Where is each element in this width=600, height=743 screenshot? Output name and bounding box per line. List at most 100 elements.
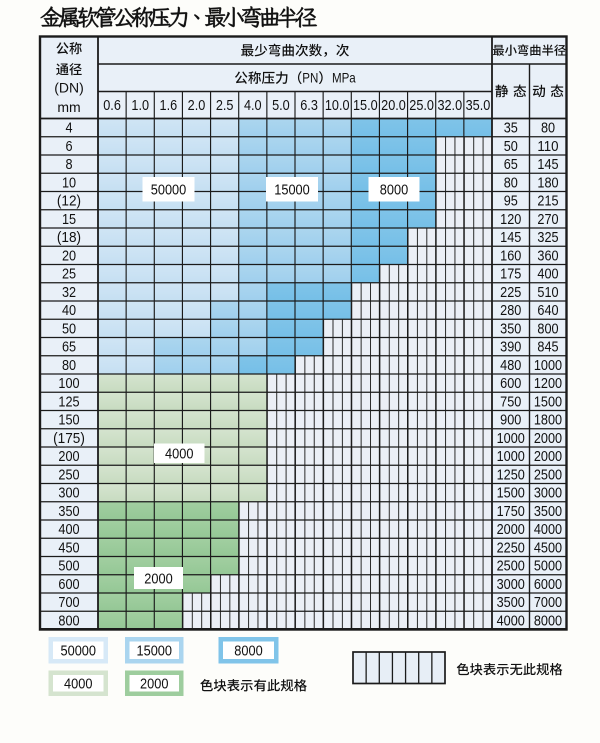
- svg-text:800: 800: [58, 613, 79, 629]
- svg-text:5.0: 5.0: [272, 98, 290, 114]
- svg-text:2000: 2000: [144, 570, 172, 587]
- svg-text:400: 400: [537, 267, 558, 283]
- svg-text:4000: 4000: [64, 676, 92, 693]
- svg-text:8000: 8000: [534, 613, 562, 629]
- svg-text:450: 450: [58, 540, 79, 556]
- svg-text:10.0: 10.0: [325, 98, 350, 114]
- svg-text:80: 80: [62, 358, 76, 374]
- svg-text:3500: 3500: [534, 504, 562, 520]
- svg-text:160: 160: [500, 248, 521, 264]
- svg-text:50000: 50000: [61, 643, 97, 660]
- svg-text:2500: 2500: [497, 559, 525, 575]
- svg-text:640: 640: [537, 303, 558, 319]
- svg-text:25: 25: [62, 267, 76, 283]
- svg-text:1000: 1000: [534, 358, 562, 374]
- svg-text:50: 50: [504, 139, 518, 155]
- svg-text:390: 390: [500, 340, 521, 356]
- svg-text:225: 225: [500, 285, 521, 301]
- svg-text:3500: 3500: [497, 595, 525, 611]
- svg-text:(DN): (DN): [54, 80, 84, 96]
- svg-text:145: 145: [500, 230, 521, 246]
- svg-text:845: 845: [537, 340, 558, 356]
- svg-text:65: 65: [504, 157, 518, 173]
- svg-text:80: 80: [541, 121, 555, 137]
- svg-text:500: 500: [58, 559, 79, 575]
- svg-text:4000: 4000: [534, 522, 562, 538]
- svg-text:400: 400: [58, 522, 79, 538]
- svg-text:MPa: MPa: [332, 71, 356, 86]
- svg-text:800: 800: [537, 321, 558, 337]
- svg-text:6000: 6000: [534, 577, 562, 593]
- svg-text:50000: 50000: [151, 182, 187, 199]
- svg-text:mm: mm: [57, 99, 80, 115]
- svg-text:40: 40: [62, 303, 76, 319]
- svg-text:(175): (175): [53, 431, 85, 447]
- svg-text:1800: 1800: [534, 413, 562, 429]
- svg-text:280: 280: [500, 303, 521, 319]
- svg-text:180: 180: [537, 175, 558, 191]
- svg-text:7000: 7000: [534, 595, 562, 611]
- svg-text:5000: 5000: [534, 559, 562, 575]
- svg-text:2.5: 2.5: [216, 98, 234, 114]
- svg-text:700: 700: [58, 595, 79, 611]
- svg-text:1500: 1500: [534, 394, 562, 410]
- svg-text:4.0: 4.0: [244, 98, 262, 114]
- svg-text:32.0: 32.0: [437, 98, 462, 114]
- svg-text:8: 8: [65, 157, 72, 173]
- svg-text:125: 125: [58, 394, 79, 410]
- svg-text:1250: 1250: [497, 467, 525, 483]
- svg-text:20.0: 20.0: [381, 98, 406, 114]
- svg-text:2500: 2500: [534, 467, 562, 483]
- svg-text:4000: 4000: [165, 446, 193, 463]
- svg-text:(18): (18): [57, 230, 81, 246]
- svg-text:200: 200: [58, 449, 79, 465]
- svg-text:6.3: 6.3: [300, 98, 318, 114]
- svg-text:150: 150: [58, 413, 79, 429]
- svg-text:1000: 1000: [497, 431, 525, 447]
- svg-text:1500: 1500: [497, 486, 525, 502]
- svg-text:600: 600: [500, 376, 521, 392]
- svg-text:3000: 3000: [534, 486, 562, 502]
- svg-text:510: 510: [537, 285, 558, 301]
- svg-text:35.0: 35.0: [466, 98, 491, 114]
- svg-text:1.0: 1.0: [131, 98, 149, 114]
- svg-text:270: 270: [537, 212, 558, 228]
- svg-text:250: 250: [58, 467, 79, 483]
- svg-text:325: 325: [537, 230, 558, 246]
- svg-text:4000: 4000: [497, 613, 525, 629]
- svg-text:32: 32: [62, 285, 76, 301]
- svg-text:100: 100: [58, 376, 79, 392]
- svg-text:1.6: 1.6: [160, 98, 178, 114]
- svg-text:95: 95: [504, 194, 518, 210]
- svg-text:15000: 15000: [274, 182, 310, 199]
- svg-text:1000: 1000: [497, 449, 525, 465]
- svg-text:0.6: 0.6: [103, 98, 121, 114]
- svg-text:175: 175: [500, 267, 521, 283]
- svg-text:1750: 1750: [497, 504, 525, 520]
- svg-text:350: 350: [58, 504, 79, 520]
- svg-text:110: 110: [537, 139, 558, 155]
- svg-text:2000: 2000: [534, 449, 562, 465]
- svg-text:350: 350: [500, 321, 521, 337]
- svg-text:2000: 2000: [140, 676, 168, 693]
- svg-text:900: 900: [500, 413, 521, 429]
- svg-text:300: 300: [58, 486, 79, 502]
- svg-text:(12): (12): [57, 194, 81, 210]
- svg-text:15000: 15000: [137, 643, 173, 660]
- svg-text:480: 480: [500, 358, 521, 374]
- svg-text:360: 360: [537, 248, 558, 264]
- svg-text:3000: 3000: [497, 577, 525, 593]
- svg-text:120: 120: [500, 212, 521, 228]
- svg-text:65: 65: [62, 340, 76, 356]
- svg-text:145: 145: [537, 157, 558, 173]
- svg-text:2000: 2000: [534, 431, 562, 447]
- svg-text:8000: 8000: [380, 182, 408, 199]
- svg-text:215: 215: [537, 194, 558, 210]
- svg-text:4: 4: [65, 121, 72, 137]
- svg-text:8000: 8000: [234, 643, 262, 660]
- svg-text:35: 35: [504, 121, 518, 137]
- svg-text:15: 15: [62, 212, 76, 228]
- svg-text:80: 80: [504, 175, 518, 191]
- svg-text:6: 6: [65, 139, 72, 155]
- svg-text:10: 10: [62, 175, 76, 191]
